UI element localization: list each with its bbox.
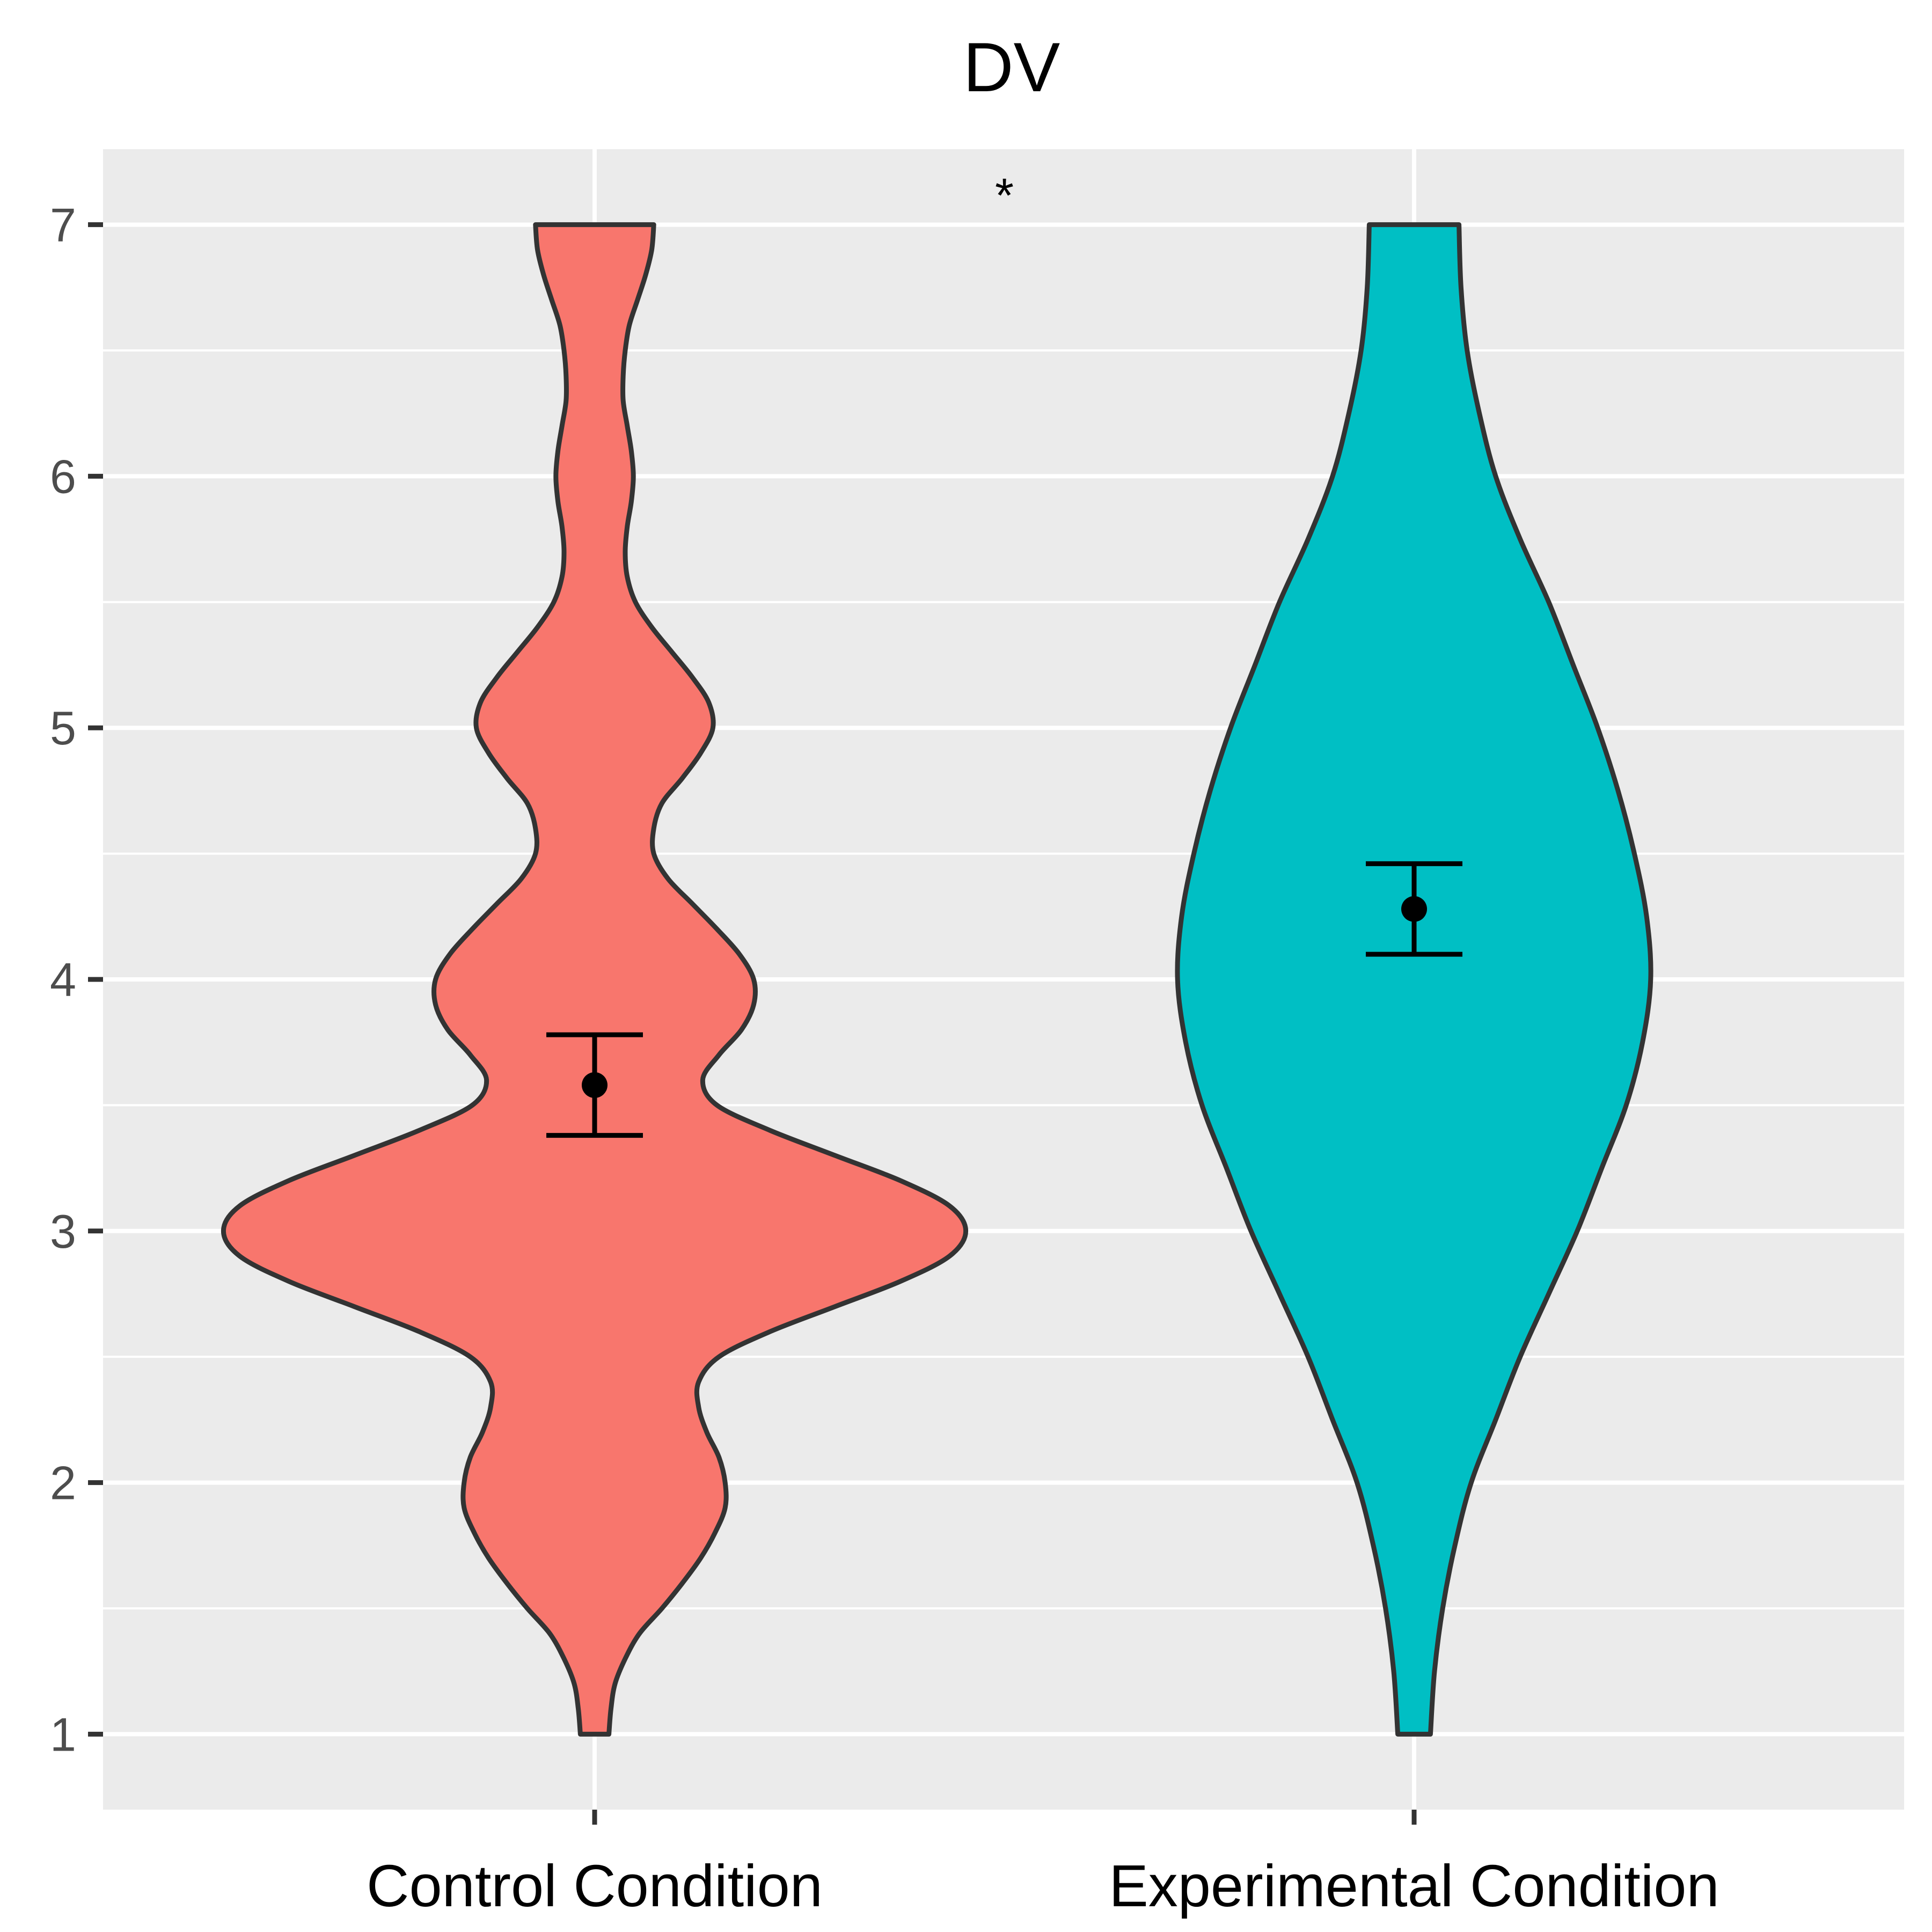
y-tick-label: 7: [50, 199, 76, 252]
violin-control: [221, 222, 969, 1737]
y-tick-label: 6: [50, 450, 76, 503]
chart-title: DV: [963, 28, 1060, 106]
mean-point: [1401, 896, 1427, 922]
y-tick-label: 4: [50, 953, 76, 1006]
y-tick-label: 1: [50, 1708, 76, 1761]
significance-star: *: [995, 169, 1014, 223]
mean-point: [582, 1072, 608, 1098]
x-tick-label: Control Condition: [367, 1853, 823, 1919]
x-tick-label: Experimental Condition: [1109, 1853, 1719, 1919]
y-tick-label: 5: [50, 701, 76, 755]
violin-experimental: [1175, 222, 1653, 1737]
y-tick-label: 2: [50, 1457, 76, 1510]
y-tick-label: 3: [50, 1205, 76, 1258]
